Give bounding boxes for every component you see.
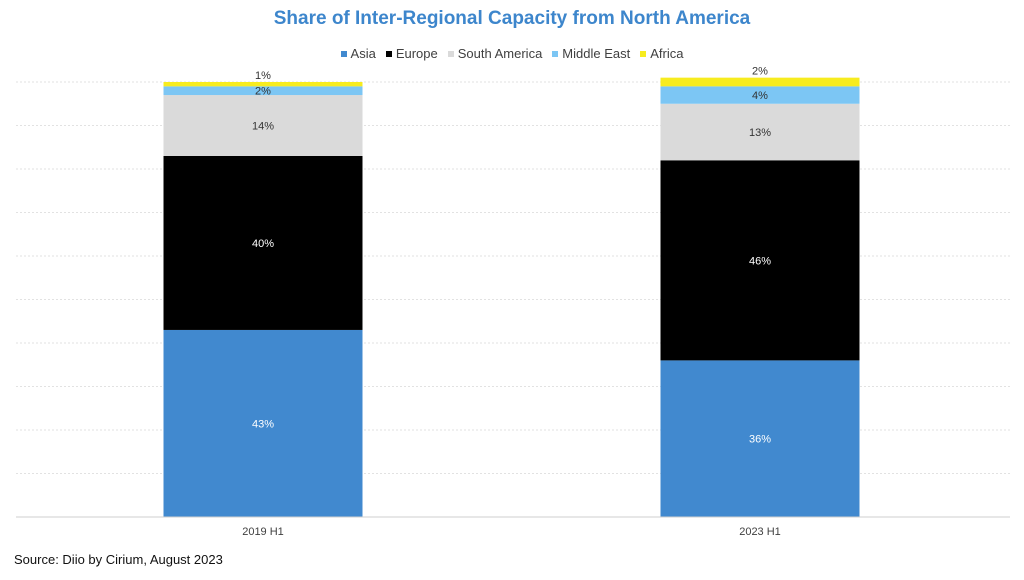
bar-stacks xyxy=(163,77,860,517)
data-label-middle-east: 2% xyxy=(255,86,271,98)
bar-segment-middle-east xyxy=(163,86,363,96)
legend-item-middle-east: Middle East xyxy=(552,46,630,61)
data-label-europe: 40% xyxy=(252,238,274,250)
legend-swatch xyxy=(385,50,392,57)
data-label-africa: 1% xyxy=(255,70,271,82)
data-label-south-america: 13% xyxy=(749,127,771,139)
legend-item-africa: Africa xyxy=(640,46,683,61)
bar-segment-south-america xyxy=(660,103,860,161)
chart-title: Share of Inter-Regional Capacity from No… xyxy=(273,8,751,29)
legend-label: Middle East xyxy=(562,46,631,61)
legend-label: Africa xyxy=(650,46,684,61)
bar-segment-middle-east xyxy=(660,86,860,104)
data-label-africa: 2% xyxy=(752,66,768,78)
bar-segment-africa xyxy=(163,82,363,87)
legend-swatch xyxy=(447,50,454,57)
legend-item-south-america: South America xyxy=(447,46,543,61)
bar-segment-asia xyxy=(660,360,860,517)
segment-labels: 43% 40% 14% 2% 1% 36% 46% 13% 4% 2% xyxy=(252,66,771,446)
data-label-middle-east: 4% xyxy=(752,90,768,102)
legend-item-asia: Asia xyxy=(340,46,376,61)
bar-segment-europe xyxy=(163,155,363,330)
bar-segment-asia xyxy=(163,329,363,517)
legend-swatch xyxy=(552,50,559,57)
legend-swatch xyxy=(340,50,347,57)
data-label-south-america: 14% xyxy=(252,121,274,133)
x-tick-labels: 2019 H1 2023 H1 xyxy=(242,526,781,538)
bar-segment-africa xyxy=(660,77,860,87)
bar-segment-south-america xyxy=(163,95,363,156)
bar-segment-europe xyxy=(660,160,860,361)
x-tick-label: 2023 H1 xyxy=(739,526,781,538)
data-label-asia: 36% xyxy=(749,434,771,446)
legend-item-europe: Europe xyxy=(385,46,438,61)
legend-label: Asia xyxy=(350,46,376,61)
legend-label: Europe xyxy=(395,46,438,61)
source-note: Source: Diio by Cirium, August 2023 xyxy=(14,552,223,567)
x-tick-label: 2019 H1 xyxy=(242,526,284,538)
chart-legend: Asia Europe South America Middle East Africa xyxy=(0,46,1024,61)
legend-swatch xyxy=(640,50,647,57)
legend-label: South America xyxy=(457,46,543,61)
data-label-europe: 46% xyxy=(749,255,771,267)
data-label-asia: 43% xyxy=(252,418,274,430)
